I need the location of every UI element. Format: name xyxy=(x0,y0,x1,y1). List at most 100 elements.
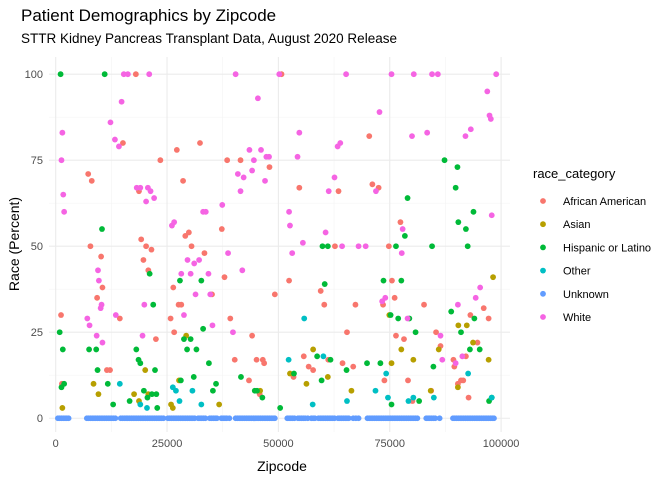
data-point xyxy=(192,291,199,298)
data-point xyxy=(139,332,146,339)
data-point xyxy=(173,146,180,153)
data-point xyxy=(200,325,207,332)
data-point xyxy=(409,133,415,140)
data-point xyxy=(369,181,376,188)
data-point xyxy=(289,250,296,257)
data-point xyxy=(454,384,461,391)
data-point xyxy=(110,401,117,408)
legend-label: Unknown xyxy=(563,289,609,301)
data-point xyxy=(95,391,102,398)
data-point xyxy=(388,360,395,367)
legend-label: Asian xyxy=(563,219,591,231)
data-point xyxy=(154,405,161,411)
data-point xyxy=(59,346,66,353)
data-point xyxy=(474,339,481,346)
data-point xyxy=(266,153,272,160)
data-point xyxy=(299,239,306,246)
data-point xyxy=(427,387,434,394)
data-point xyxy=(202,415,209,422)
data-point xyxy=(207,291,214,298)
data-point xyxy=(190,374,197,380)
data-point xyxy=(463,322,470,329)
data-point xyxy=(176,398,183,404)
legend-key xyxy=(540,198,546,204)
data-point xyxy=(448,308,455,315)
data-point xyxy=(170,284,177,291)
data-point xyxy=(57,71,64,78)
data-point xyxy=(60,191,67,198)
data-point xyxy=(61,208,68,215)
data-point xyxy=(61,380,68,387)
data-point xyxy=(144,394,151,401)
data-point xyxy=(167,315,174,322)
data-point xyxy=(93,332,100,339)
data-point xyxy=(465,370,472,377)
data-point xyxy=(421,301,427,308)
data-point xyxy=(432,415,439,422)
data-point xyxy=(232,71,239,78)
data-point xyxy=(266,164,273,170)
data-point xyxy=(464,243,471,250)
data-point xyxy=(214,415,220,422)
data-point xyxy=(181,336,187,343)
data-point xyxy=(430,363,437,370)
data-point xyxy=(410,71,417,78)
data-point xyxy=(181,312,187,318)
data-point xyxy=(116,315,123,322)
data-point xyxy=(152,367,158,373)
data-point xyxy=(398,346,405,353)
data-point xyxy=(296,129,303,136)
data-point xyxy=(85,171,92,177)
data-point xyxy=(455,219,462,226)
data-point xyxy=(355,243,362,250)
data-point xyxy=(452,360,459,367)
data-point xyxy=(476,346,483,353)
data-point xyxy=(112,136,118,143)
data-point xyxy=(137,401,144,408)
x-tick-label: 100000 xyxy=(483,438,520,450)
data-point xyxy=(231,356,238,363)
data-point xyxy=(485,356,492,363)
data-point xyxy=(276,71,283,78)
y-tick-label: 0 xyxy=(37,413,43,425)
data-point xyxy=(467,346,473,353)
series-unknown xyxy=(55,415,497,422)
data-point xyxy=(294,153,301,160)
data-point xyxy=(240,174,247,181)
legend-label: White xyxy=(563,312,591,324)
legend-label: Other xyxy=(563,266,591,278)
data-point xyxy=(339,360,346,367)
data-point xyxy=(339,243,345,250)
data-point xyxy=(250,157,257,164)
data-point xyxy=(303,380,310,387)
data-point xyxy=(107,367,113,373)
data-point xyxy=(246,146,253,153)
data-point xyxy=(142,367,149,373)
data-point xyxy=(56,329,63,336)
data-point xyxy=(193,346,200,353)
data-point xyxy=(234,171,241,177)
data-point xyxy=(480,305,487,312)
data-point xyxy=(124,71,131,78)
data-point xyxy=(416,398,423,404)
data-point xyxy=(388,71,395,78)
data-point xyxy=(187,336,194,343)
data-point xyxy=(436,415,443,422)
data-point xyxy=(332,243,338,250)
data-point xyxy=(98,253,105,260)
data-point xyxy=(301,315,308,322)
data-point xyxy=(143,198,149,205)
data-point xyxy=(90,380,97,387)
data-point xyxy=(454,301,461,308)
data-point xyxy=(389,277,395,284)
data-point xyxy=(401,232,408,239)
data-point xyxy=(140,387,147,394)
data-point xyxy=(99,339,106,346)
data-point xyxy=(189,387,196,394)
data-point xyxy=(210,387,216,394)
data-point xyxy=(372,387,379,394)
data-point xyxy=(470,208,477,215)
data-point xyxy=(376,109,383,115)
data-point xyxy=(388,401,395,408)
data-point xyxy=(191,260,198,267)
